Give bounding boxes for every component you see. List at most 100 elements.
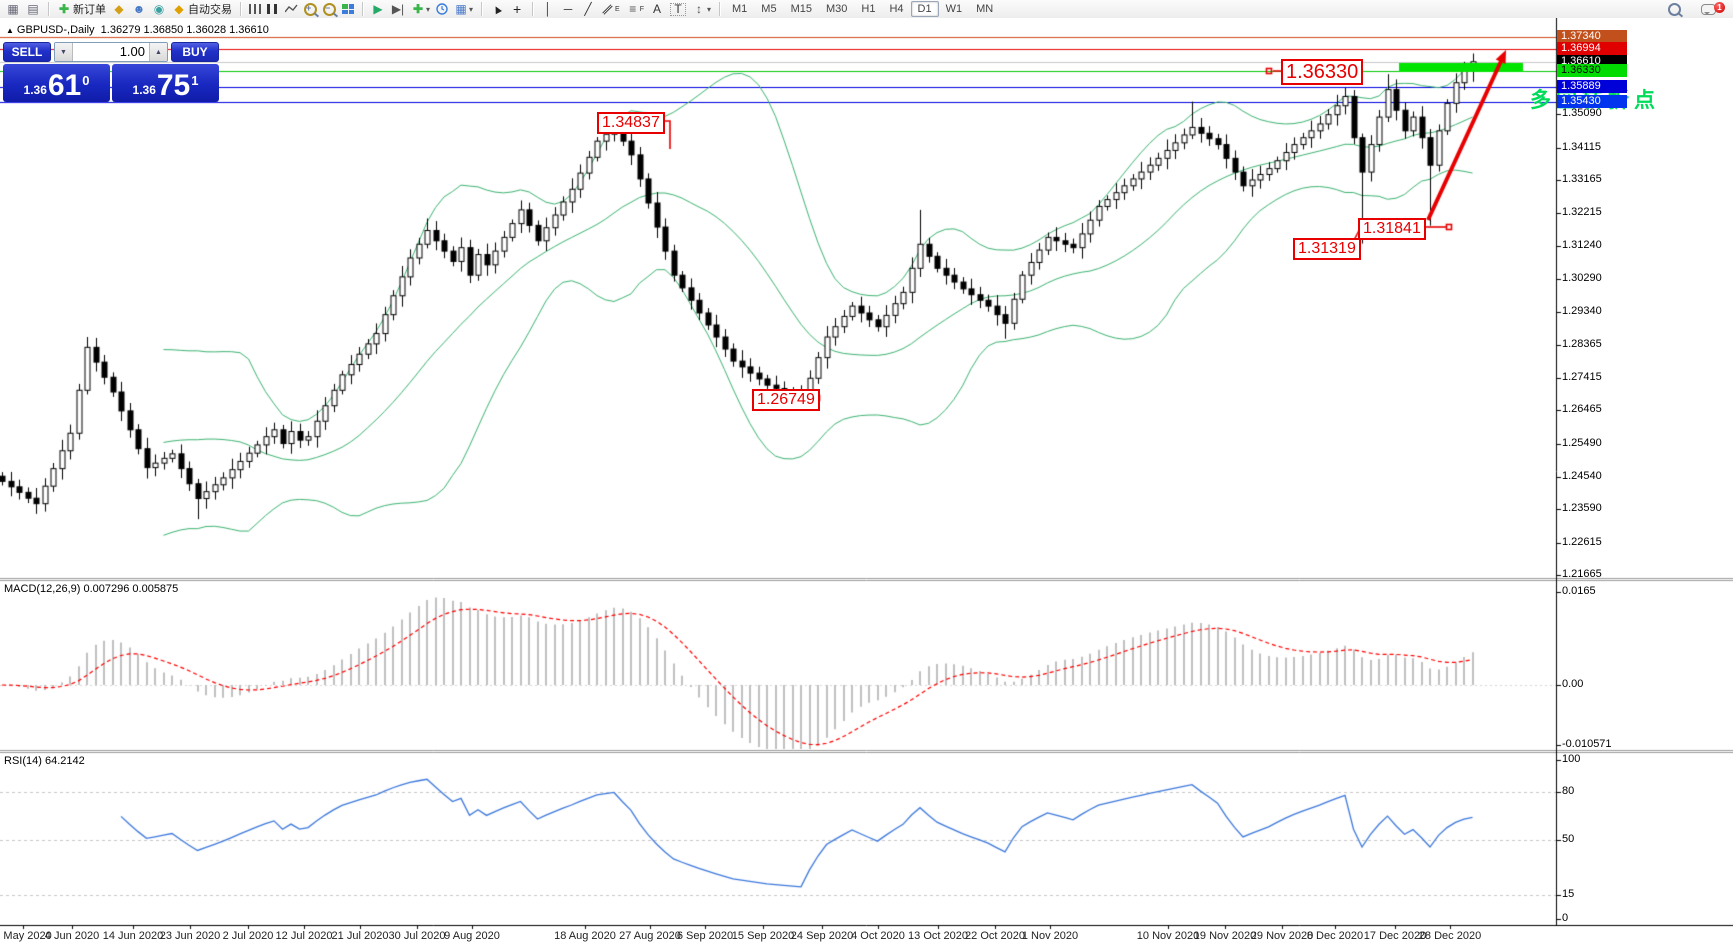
buy-button[interactable]: BUY bbox=[171, 42, 219, 62]
price-tick-label: 1.33165 bbox=[1562, 173, 1602, 186]
toolbar-separator bbox=[362, 2, 363, 16]
rsi-tick-label: 0 bbox=[1562, 912, 1569, 924]
ask-price-display[interactable]: 1.36 75 1 bbox=[112, 64, 219, 102]
search-icon[interactable] bbox=[1665, 1, 1684, 17]
price-tick-label: 1.31240 bbox=[1562, 239, 1602, 252]
date-axis-label[interactable]: 1 Nov 2020 bbox=[1021, 930, 1079, 942]
toolbar-separator bbox=[532, 2, 534, 16]
date-axis-label[interactable]: 27 Aug 2020 bbox=[619, 930, 681, 942]
text-label-icon[interactable]: T bbox=[667, 1, 689, 17]
date-axis-label[interactable]: 29 Nov 2020 bbox=[1250, 930, 1314, 942]
cleanup-icon[interactable]: ◆ bbox=[114, 2, 124, 16]
rsi-tick-label: 100 bbox=[1562, 753, 1581, 765]
autotrading-button[interactable]: ◆ 自动交易 bbox=[169, 1, 235, 17]
price-annotation-label[interactable]: 1.36330 bbox=[1281, 59, 1364, 85]
horizontal-line-icon[interactable]: ─ bbox=[563, 2, 573, 16]
price-axis-label: 1.35430 bbox=[1557, 95, 1627, 109]
price-tick-label: 1.35090 bbox=[1562, 107, 1602, 119]
volume-spinner: ▼ 1.00 ▲ bbox=[54, 42, 168, 62]
indicators-icon[interactable]: ✚ ▾ bbox=[412, 2, 431, 16]
date-axis-label[interactable]: 14 Jun 2020 bbox=[102, 930, 164, 942]
timeframe-D1[interactable]: D1 bbox=[910, 1, 939, 17]
price-annotation-label[interactable]: 1.34837 bbox=[597, 112, 665, 134]
date-axis-label[interactable]: 4 Oct 2020 bbox=[851, 930, 905, 942]
rsi-tick-label: 80 bbox=[1562, 784, 1575, 797]
text-icon[interactable]: A bbox=[652, 2, 661, 16]
one-click-trading-panel: SELL ▼ 1.00 ▲ BUY 1.36 61 0 1.36 75 1 bbox=[3, 42, 219, 102]
crosshair-icon[interactable]: + bbox=[512, 1, 522, 17]
date-axis-label[interactable]: 2 Jul 2020 bbox=[222, 930, 274, 942]
date-axis-label[interactable]: 13 Oct 2020 bbox=[908, 930, 968, 942]
notification-badge: 1 bbox=[1714, 2, 1725, 13]
date-axis-label[interactable]: 10 Nov 2020 bbox=[1136, 930, 1200, 942]
timeframe-W1[interactable]: W1 bbox=[945, 3, 963, 15]
chart-canvas[interactable] bbox=[0, 18, 1733, 947]
tile-windows-icon[interactable] bbox=[339, 1, 357, 17]
bid-price-display[interactable]: 1.36 61 0 bbox=[3, 64, 110, 102]
new-order-button[interactable]: ✚ 新订单 bbox=[58, 2, 106, 16]
trendline-icon[interactable]: ╱ bbox=[584, 2, 592, 16]
autotrading-icon: ◆ bbox=[174, 2, 184, 16]
date-axis-label[interactable]: 12 Jul 2020 bbox=[275, 930, 333, 942]
community-icon[interactable]: ☻ bbox=[132, 2, 146, 16]
date-axis-label[interactable]: 19 Nov 2020 bbox=[1193, 930, 1257, 942]
date-axis-label[interactable]: 24 Sep 2020 bbox=[790, 930, 854, 942]
notifications-icon[interactable]: 1 bbox=[1698, 1, 1725, 17]
date-axis-label[interactable]: 9 Aug 2020 bbox=[444, 930, 500, 942]
auto-scroll-icon[interactable]: ▶ bbox=[373, 2, 383, 16]
signals-icon[interactable]: ◉ bbox=[153, 2, 165, 16]
date-axis-label[interactable]: 21 Jul 2020 bbox=[331, 930, 389, 942]
date-axis-label[interactable]: 17 Dec 2020 bbox=[1363, 930, 1427, 942]
volume-decrease-button[interactable]: ▼ bbox=[55, 43, 73, 61]
chart-shift-icon[interactable]: ▶| bbox=[391, 2, 405, 16]
date-axis-label[interactable]: 8 Dec 2020 bbox=[1306, 930, 1364, 942]
zoom-out-icon[interactable]: − bbox=[320, 1, 339, 17]
price-tick-label: 1.22615 bbox=[1562, 535, 1602, 548]
new-order-icon: ✚ bbox=[58, 2, 70, 16]
cursor-icon[interactable]: ▲ bbox=[488, 0, 506, 18]
vertical-line-icon[interactable]: │ bbox=[544, 2, 552, 16]
date-axis-label[interactable]: 22 Oct 2020 bbox=[965, 930, 1025, 942]
templates-icon[interactable]: ▦ ▾ bbox=[455, 2, 474, 16]
date-axis-label[interactable]: 30 Jul 2020 bbox=[388, 930, 446, 942]
bar-chart-icon[interactable] bbox=[246, 1, 264, 17]
date-axis-label[interactable]: 23 Jun 2020 bbox=[159, 930, 221, 942]
timeframe-M1[interactable]: M1 bbox=[732, 3, 748, 15]
equidistant-channel-icon[interactable]: ∥ E bbox=[600, 1, 620, 17]
sell-button[interactable]: SELL bbox=[3, 42, 51, 62]
price-tick-label: 1.25490 bbox=[1562, 436, 1602, 449]
new-chart-window-icon[interactable]: ▦ bbox=[7, 2, 19, 16]
date-axis-label[interactable]: 18 Aug 2020 bbox=[554, 930, 616, 942]
macd-tick-label: -0.010571 bbox=[1562, 737, 1612, 750]
timeframe-MN[interactable]: MN bbox=[976, 3, 994, 15]
price-annotation-label[interactable]: 1.31841 bbox=[1358, 218, 1426, 240]
chart-area: ▲ GBPUSD-,Daily 1.36279 1.36850 1.36028 1… bbox=[0, 18, 1733, 947]
timeframe-M5[interactable]: M5 bbox=[761, 3, 777, 15]
price-tick-label: 1.27415 bbox=[1562, 370, 1602, 383]
macd-tick-label: 0.0165 bbox=[1562, 584, 1596, 597]
timeframe-M15[interactable]: M15 bbox=[790, 3, 812, 15]
timeframe-H1[interactable]: H1 bbox=[861, 3, 876, 15]
price-tick-label: 1.23590 bbox=[1562, 502, 1602, 515]
date-axis-label[interactable]: 6 Sep 2020 bbox=[676, 930, 734, 942]
profiles-icon[interactable]: ▤ bbox=[27, 2, 39, 16]
date-axis-label[interactable]: 6 May 2020 bbox=[0, 930, 52, 942]
date-axis-label[interactable]: 15 Sep 2020 bbox=[731, 930, 795, 942]
candlestick-chart-icon[interactable] bbox=[264, 1, 282, 17]
price-tick-label: 1.29340 bbox=[1562, 304, 1602, 317]
price-annotation-label[interactable]: 1.31319 bbox=[1293, 238, 1361, 260]
date-axis-label[interactable]: 28 Dec 2020 bbox=[1418, 930, 1482, 942]
price-annotation-label[interactable]: 1.26749 bbox=[752, 389, 820, 411]
toolbar: ▦ ▤ ✚ 新订单 ◆ ☻ ◉ ◆ 自动交易 + − bbox=[0, 0, 1733, 19]
date-axis-label[interactable]: 4 Jun 2020 bbox=[44, 930, 100, 942]
arrows-icon[interactable]: ↕ ▾ bbox=[695, 2, 711, 16]
zoom-in-icon[interactable]: + bbox=[301, 1, 320, 17]
fibonacci-icon[interactable]: ≡ F bbox=[629, 2, 644, 16]
timeframe-H4[interactable]: H4 bbox=[889, 3, 904, 15]
line-chart-icon[interactable] bbox=[282, 1, 301, 17]
volume-increase-button[interactable]: ▲ bbox=[149, 43, 167, 61]
timeframe-M30[interactable]: M30 bbox=[825, 3, 848, 15]
volume-input[interactable]: 1.00 bbox=[119, 44, 145, 59]
clock-icon[interactable] bbox=[433, 1, 451, 17]
